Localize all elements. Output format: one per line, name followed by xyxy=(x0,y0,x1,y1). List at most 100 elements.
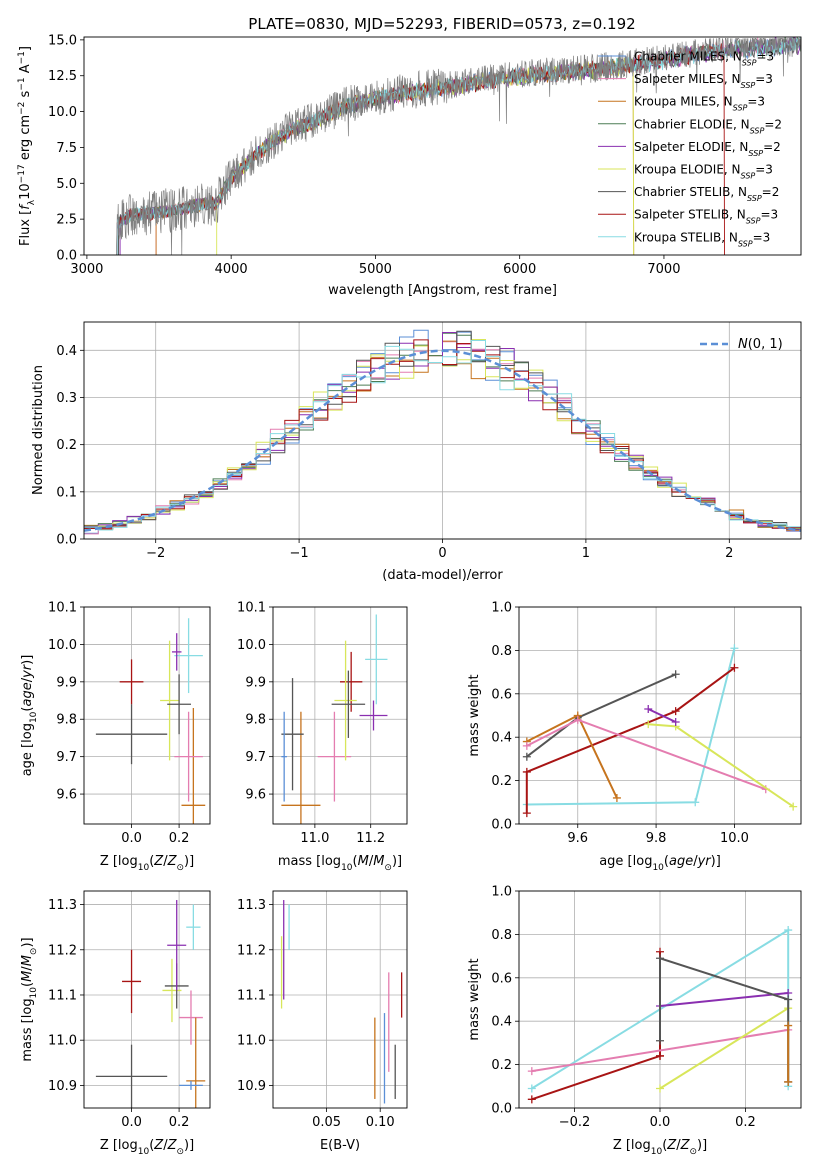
y-tick-label: 9.9 xyxy=(56,675,77,690)
y-tick-label: 10.1 xyxy=(48,601,77,616)
weight-marker-4 xyxy=(573,715,582,724)
weight-marker-1 xyxy=(671,707,680,716)
plot-area-age-vs-mass xyxy=(281,614,388,824)
weight-line-2 xyxy=(531,1028,789,1073)
x-axis-label: E(B-V) xyxy=(320,1138,360,1153)
panel-massweight-vs-age: 9.6 9.8 10.0 0.0 0.2 0.4 0.6 0.8 1.0 age [log10(a… xyxy=(467,601,802,873)
x-tick-label: 0 xyxy=(438,546,446,561)
weight-marker-5 xyxy=(644,720,653,729)
weight-marker-5 xyxy=(656,1036,664,1045)
weight-marker-3 xyxy=(612,793,621,802)
gaussian-curve xyxy=(84,349,801,532)
x-tick-label: 0.0 xyxy=(121,1115,142,1130)
y-tick-label: 0.3 xyxy=(56,391,77,406)
weight-marker-6 xyxy=(644,704,653,713)
y-tick-label: 0.2 xyxy=(491,774,512,789)
y-tick-label: 0.6 xyxy=(491,971,512,986)
x-axis-label: mass [log10(M/M⊙)] xyxy=(278,854,402,873)
x-axis-label: Z [log10(Z/Z⊙)] xyxy=(613,1138,707,1157)
plot-area-massweight-vs-Z xyxy=(527,926,793,1104)
x-axis-label: wavelength [Angstrom, rest frame] xyxy=(328,283,557,298)
x-tick-label: 0.2 xyxy=(169,831,190,846)
y-tick-label: 11.3 xyxy=(237,898,266,913)
legend-gaussian-label: N(0, 1) xyxy=(738,337,783,352)
y-tick-label: 5.0 xyxy=(56,177,77,192)
weight-line-1 xyxy=(525,666,735,814)
y-tick-label: 0.2 xyxy=(56,438,77,453)
weight-marker-1 xyxy=(656,1051,664,1060)
axes-frame-spectrum xyxy=(83,36,802,256)
plot-area-mass-vs-Z xyxy=(95,900,206,1108)
y-tick-label: 11.2 xyxy=(48,943,77,958)
grid-mass-vs-ebv xyxy=(273,891,407,1108)
weight-marker-0 xyxy=(730,644,739,653)
legend-label-1: Salpeter MILES, NSSP=3 xyxy=(634,72,773,90)
y-tick-label: 0.4 xyxy=(491,1015,512,1030)
x-tick-label: −2 xyxy=(146,546,165,561)
x-tick-label: 9.8 xyxy=(646,831,667,846)
weight-marker-5 xyxy=(789,802,798,811)
x-tick-label: −1 xyxy=(290,546,309,561)
x-axis-label: age [log10(age/yr)] xyxy=(599,854,721,873)
weight-marker-6 xyxy=(784,1021,793,1030)
panel-massweight-vs-Z: −0.2 0.0 0.2 0.0 0.2 0.4 0.6 0.8 1.0 Z [log10(Z/Z… xyxy=(467,885,802,1157)
weight-line-6 xyxy=(647,708,677,723)
y-tick-label: 11.2 xyxy=(237,943,266,958)
x-tick-label: 0.0 xyxy=(121,831,142,846)
weight-marker-2 xyxy=(671,670,680,679)
panel-mass-vs-Z: 0.0 0.2 10.9 11.0 11.1 11.2 11.3 Z [log10(Z/Z⊙)… xyxy=(20,890,211,1157)
y-tick-label: 9.9 xyxy=(245,675,266,690)
legend-label-3: Chabrier ELODIE, NSSP=2 xyxy=(634,117,782,135)
y-tick-label: 12.5 xyxy=(48,69,77,84)
y-tick-label: 0.1 xyxy=(56,485,77,500)
legend-label-0: Chabrier MILES, NSSP=3 xyxy=(634,50,774,68)
y-tick-label: 10.9 xyxy=(48,1079,77,1094)
y-axis-label: Normed distribution xyxy=(31,365,46,495)
y-tick-label: 11.0 xyxy=(48,1034,77,1049)
legend-label-6: Chabrier STELIB, NSSP=2 xyxy=(634,185,779,203)
weight-marker-5 xyxy=(656,954,664,963)
weight-line-3 xyxy=(659,1007,789,1090)
legend-label-4: Salpeter ELODIE, NSSP=2 xyxy=(634,140,781,158)
panel-residuals: −2 −1 0 1 2 0.0 0.1 0.2 0.3 0.4 N(0, 1) (data-model… xyxy=(31,321,802,583)
y-axis-label: age [log10(age/yr)] xyxy=(20,655,39,777)
y-tick-label: 11.1 xyxy=(237,988,266,1003)
weight-marker-5 xyxy=(784,995,793,1004)
panel-age-vs-mass: 11.0 11.2 9.6 9.7 9.8 9.9 10.0 10.1 mass [log10(… xyxy=(237,601,408,873)
y-tick-label: 0.4 xyxy=(491,731,512,746)
y-tick-label: 11.1 xyxy=(48,988,77,1003)
y-tick-label: 1.0 xyxy=(491,601,512,616)
panel-spectrum: 3000 4000 5000 6000 7000 0.0 2.5 5.0 7.5 10.0 12.5… xyxy=(17,33,802,298)
x-tick-label: 11.2 xyxy=(356,831,385,846)
figure-title: PLATE=0830, MJD=52293, FIBERID=0573, z=0… xyxy=(248,15,635,33)
weight-marker-0 xyxy=(691,798,700,807)
weight-marker-0 xyxy=(527,1084,536,1093)
weight-marker-2 xyxy=(522,752,531,761)
y-axis-label: mass [log10(M/M⊙)] xyxy=(20,937,39,1061)
weight-marker-3 xyxy=(656,1084,664,1093)
legend-label-5: Kroupa ELODIE, NSSP=3 xyxy=(634,163,773,181)
y-tick-label: 11.0 xyxy=(237,1034,266,1049)
y-tick-label: 0.4 xyxy=(56,344,77,359)
y-axis-label: Flux [fλ10−17 erg cm−2 s−1 A−1] xyxy=(17,46,37,246)
x-tick-label: 0.05 xyxy=(312,1115,341,1130)
y-tick-label: 7.5 xyxy=(56,141,77,156)
y-tick-label: 9.6 xyxy=(245,788,266,803)
x-tick-label: 10.0 xyxy=(720,831,749,846)
axes-frame-mass-vs-ebv xyxy=(272,890,408,1109)
x-tick-label: 11.0 xyxy=(300,831,329,846)
legend-spectrum: Chabrier MILES, NSSP=3 Salpeter MILES, NS… xyxy=(598,50,782,248)
x-tick-label: 5000 xyxy=(359,262,392,277)
plot-area-mass-vs-ebv xyxy=(280,900,403,1104)
axes-frame-massweight-vs-age xyxy=(518,606,802,825)
y-axis-label: mass weight xyxy=(467,958,482,1040)
panel-age-vs-Z: 0.0 0.2 9.6 9.7 9.8 9.9 10.0 10.1 Z [log10(Z/Z⊙)… xyxy=(20,601,211,873)
y-tick-label: 9.8 xyxy=(245,713,266,728)
x-tick-label: 4000 xyxy=(215,262,248,277)
x-tick-label: 0.2 xyxy=(169,1115,190,1130)
axes-frame-mass-vs-Z xyxy=(83,890,211,1109)
axes-frame-age-vs-Z xyxy=(83,606,211,825)
weight-marker-6 xyxy=(784,1077,793,1086)
x-axis-label: Z [log10(Z/Z⊙)] xyxy=(100,1138,194,1157)
y-tick-label: 15.0 xyxy=(48,33,77,48)
